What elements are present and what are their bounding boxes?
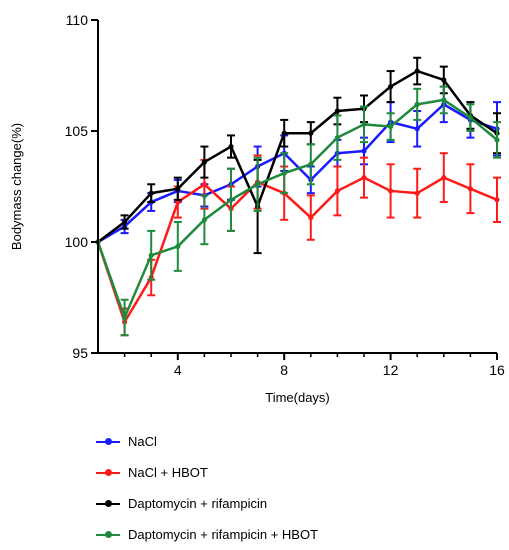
legend-label: NaCl + HBOT [128, 465, 208, 480]
line-chart: 95 100 105 110 4 8 12 16 Time(days) Bodymass ch… [9, 12, 505, 405]
data-point [388, 84, 394, 90]
legend-label: Daptomycin + rifampicin + HBOT [128, 527, 319, 542]
series-line [96, 98, 498, 319]
data-point [361, 121, 367, 127]
data-point [441, 97, 447, 103]
data-point [334, 108, 340, 114]
legend-swatch-marker [105, 437, 112, 445]
legend-swatch-marker [105, 499, 112, 507]
legend-label: NaCl [128, 434, 157, 449]
data-point [361, 175, 367, 181]
data-point [175, 186, 181, 192]
data-point [441, 77, 447, 83]
x-tick-label: 8 [280, 362, 288, 378]
legend-swatch [92, 466, 124, 480]
data-point [281, 130, 287, 136]
series-line [96, 176, 498, 324]
data-point [334, 135, 340, 141]
series-line [97, 103, 498, 244]
y-tick-label: 105 [65, 123, 89, 139]
x-tick-label: 16 [489, 362, 505, 378]
series-2 [95, 56, 501, 255]
legend: NaCl NaCl + HBOT Daptomycin + rifampicin Da… [92, 426, 502, 550]
data-point [201, 181, 207, 187]
data-point [414, 126, 420, 132]
legend-swatch [92, 497, 124, 511]
y-tick-label: 95 [72, 345, 88, 361]
data-point [388, 188, 394, 194]
data-point [255, 181, 261, 187]
data-point [441, 175, 447, 181]
data-point [308, 130, 314, 136]
legend-item: NaCl + HBOT [92, 457, 502, 488]
data-point [228, 197, 234, 203]
x-tick-label: 4 [174, 362, 182, 378]
data-point [228, 143, 234, 150]
data-point [148, 252, 154, 258]
data-point [414, 68, 420, 74]
legend-swatch-marker [105, 468, 112, 476]
legend-swatch [92, 435, 124, 449]
data-point [308, 214, 314, 221]
x-axis-title: Time(days) [265, 390, 330, 405]
data-point [494, 137, 500, 143]
data-point [201, 159, 207, 165]
y-tick-label: 110 [66, 12, 89, 28]
ticks-layer: 95 100 105 110 4 8 12 16 [65, 12, 505, 378]
legend-item: Daptomycin + rifampicin [92, 488, 502, 519]
legend-label: Daptomycin + rifampicin [128, 496, 268, 511]
data-point [467, 186, 473, 192]
y-tick-label: 100 [65, 234, 89, 250]
data-point [414, 101, 420, 107]
data-point [334, 188, 340, 194]
legend-swatch-marker [105, 530, 112, 538]
data-point [148, 190, 154, 196]
data-point [467, 115, 473, 121]
data-point [361, 148, 367, 154]
data-point [175, 243, 181, 250]
data-point [494, 197, 500, 203]
data-point [414, 190, 420, 196]
x-tick-label: 12 [383, 362, 399, 378]
series-3 [95, 85, 501, 337]
y-axis-title: Bodymass change(%) [9, 123, 24, 250]
series-0 [95, 85, 501, 245]
data-point [308, 161, 314, 167]
legend-item: Daptomycin + rifampicin + HBOT [92, 519, 502, 550]
series-layer [95, 56, 501, 337]
data-point [201, 217, 207, 223]
data-point [122, 314, 128, 321]
data-point [122, 219, 128, 225]
series-line [97, 69, 498, 243]
data-point [281, 170, 287, 176]
data-point [388, 123, 394, 130]
legend-item: NaCl [92, 426, 502, 457]
series-1 [95, 152, 501, 337]
legend-swatch [92, 528, 124, 542]
